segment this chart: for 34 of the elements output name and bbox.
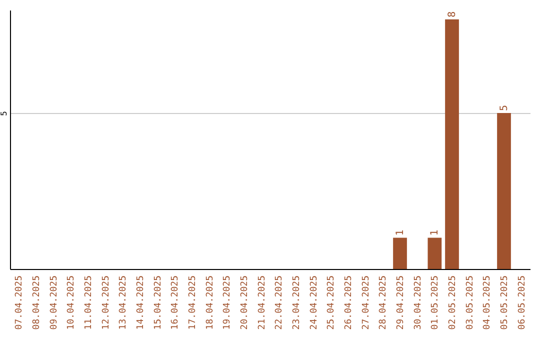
x-tick-label: 15.04.2025 bbox=[153, 276, 164, 330]
x-tick-label: 17.04.2025 bbox=[188, 276, 198, 330]
x-tick-label: 29.04.2025 bbox=[396, 276, 406, 330]
x-tick-label: 22.04.2025 bbox=[274, 276, 285, 330]
x-tick-label: 18.04.2025 bbox=[205, 276, 216, 330]
x-tick-label: 05.05.2025 bbox=[500, 276, 510, 330]
x-tick-label: 03.05.2025 bbox=[465, 276, 476, 330]
x-tick-label: 07.04.2025 bbox=[14, 276, 25, 330]
x-tick-label: 01.05.2025 bbox=[430, 276, 441, 330]
x-tick-label: 27.04.2025 bbox=[361, 276, 372, 330]
x-tick-label: 13.04.2025 bbox=[118, 276, 129, 330]
data-label: 1 bbox=[430, 230, 441, 236]
x-tick-label: 14.04.2025 bbox=[136, 276, 146, 330]
x-tick-label: 26.04.2025 bbox=[344, 276, 354, 330]
x-tick-label: 20.04.2025 bbox=[240, 276, 250, 330]
x-tick-label: 23.04.2025 bbox=[292, 276, 302, 330]
x-tick-label: 02.05.2025 bbox=[448, 276, 458, 330]
x-tick-label: 04.05.2025 bbox=[482, 276, 493, 330]
x-tick-label: 08.04.2025 bbox=[32, 276, 42, 330]
data-label: 5 bbox=[499, 104, 510, 111]
x-tick-label: 12.04.2025 bbox=[101, 276, 112, 330]
x-tick-label: 24.04.2025 bbox=[309, 276, 320, 330]
x-tick-label: 10.04.2025 bbox=[66, 276, 77, 330]
x-tick-label: 25.04.2025 bbox=[326, 276, 337, 330]
data-label: 8 bbox=[447, 11, 458, 18]
data-label: 1 bbox=[395, 230, 406, 236]
x-tick-label: 09.04.2025 bbox=[49, 276, 60, 330]
x-tick-label: 28.04.2025 bbox=[378, 276, 389, 330]
x-tick-label: 16.04.2025 bbox=[170, 276, 181, 330]
x-tick-label: 21.04.2025 bbox=[257, 276, 268, 330]
x-tick-label: 19.04.2025 bbox=[222, 276, 233, 330]
x-tick-label: 30.04.2025 bbox=[413, 276, 424, 330]
x-tick-label: 11.04.2025 bbox=[84, 276, 94, 330]
x-tick-label: 06.05.2025 bbox=[517, 276, 528, 330]
